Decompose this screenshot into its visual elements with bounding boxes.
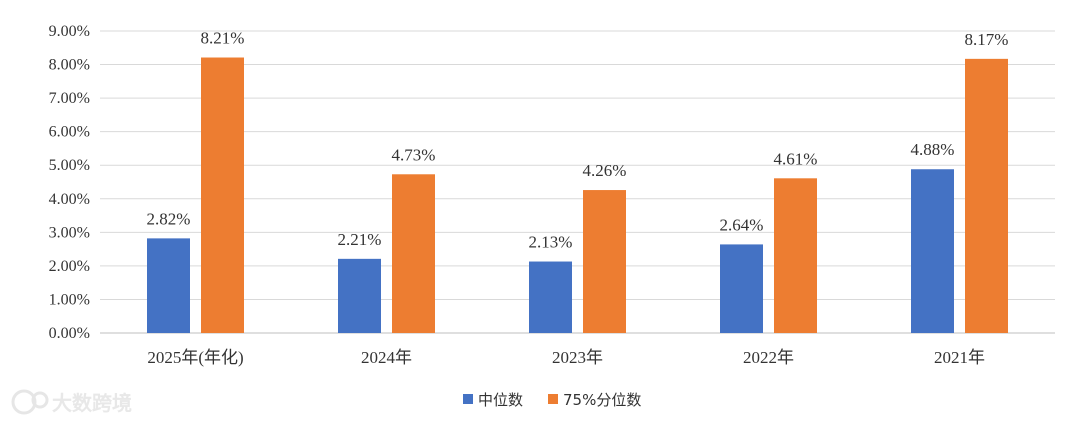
y-tick-label: 8.00% [49, 57, 90, 74]
x-category-label: 2021年 [934, 348, 985, 367]
bar-median [529, 261, 572, 333]
y-tick-label: 3.00% [49, 224, 90, 241]
x-category-label: 2022年 [743, 348, 794, 367]
watermark: 大数跨境 [11, 389, 132, 415]
bar-p75 [583, 190, 626, 333]
y-tick-label: 0.00% [49, 325, 90, 342]
data-label: 2.64% [720, 215, 764, 234]
x-axis-categories: 2025年(年化) 2024年 2023年 2022年 2021年 [147, 348, 985, 367]
bar-median [147, 238, 190, 333]
y-tick-label: 1.00% [49, 291, 90, 308]
bar-median [338, 258, 381, 333]
bar-p75 [201, 57, 244, 334]
gridlines [100, 30, 1055, 334]
y-tick-label: 2.00% [49, 258, 90, 275]
data-label: 4.73% [392, 145, 436, 164]
data-label: 8.17% [965, 30, 1009, 49]
y-tick-label: 7.00% [49, 90, 90, 107]
data-label: 2.82% [147, 209, 191, 228]
bars [147, 57, 1008, 334]
x-category-label: 2025年(年化) [147, 348, 243, 367]
legend-item-p75: 75%分位数 [548, 391, 641, 409]
bar-median [720, 244, 763, 333]
x-category-label: 2023年 [552, 348, 603, 367]
data-label: 4.61% [774, 149, 818, 168]
legend-label-p75: 75%分位数 [563, 391, 641, 409]
legend-label-median: 中位数 [478, 391, 523, 409]
y-tick-label: 6.00% [49, 124, 90, 141]
legend: 中位数 75%分位数 [463, 391, 641, 409]
watermark-text: 大数跨境 [52, 391, 132, 415]
data-labels: 2.82% 8.21% 2.21% 4.73% 2.13% 4.26% 2.64% 4.61%… [147, 29, 1009, 252]
x-category-label: 2024年 [361, 348, 412, 367]
legend-swatch-p75 [548, 394, 558, 404]
data-label: 4.88% [911, 140, 955, 159]
legend-swatch-median [463, 394, 473, 404]
y-tick-label: 9.00% [49, 23, 90, 40]
legend-item-median: 中位数 [463, 391, 523, 409]
bar-p75 [965, 58, 1008, 334]
y-tick-label: 5.00% [49, 157, 90, 174]
y-axis-ticks: 0.00% 1.00% 2.00% 3.00% 4.00% 5.00% 6.00% 7.00%… [49, 23, 90, 342]
data-label: 2.13% [529, 233, 573, 252]
logo-icon [11, 389, 49, 415]
y-tick-label: 4.00% [49, 191, 90, 208]
bar-median [911, 169, 954, 333]
data-label: 8.21% [201, 29, 245, 48]
data-label: 2.21% [338, 230, 382, 249]
bar-p75 [774, 178, 817, 333]
data-label: 4.26% [583, 161, 627, 180]
bar-p75 [392, 174, 435, 333]
